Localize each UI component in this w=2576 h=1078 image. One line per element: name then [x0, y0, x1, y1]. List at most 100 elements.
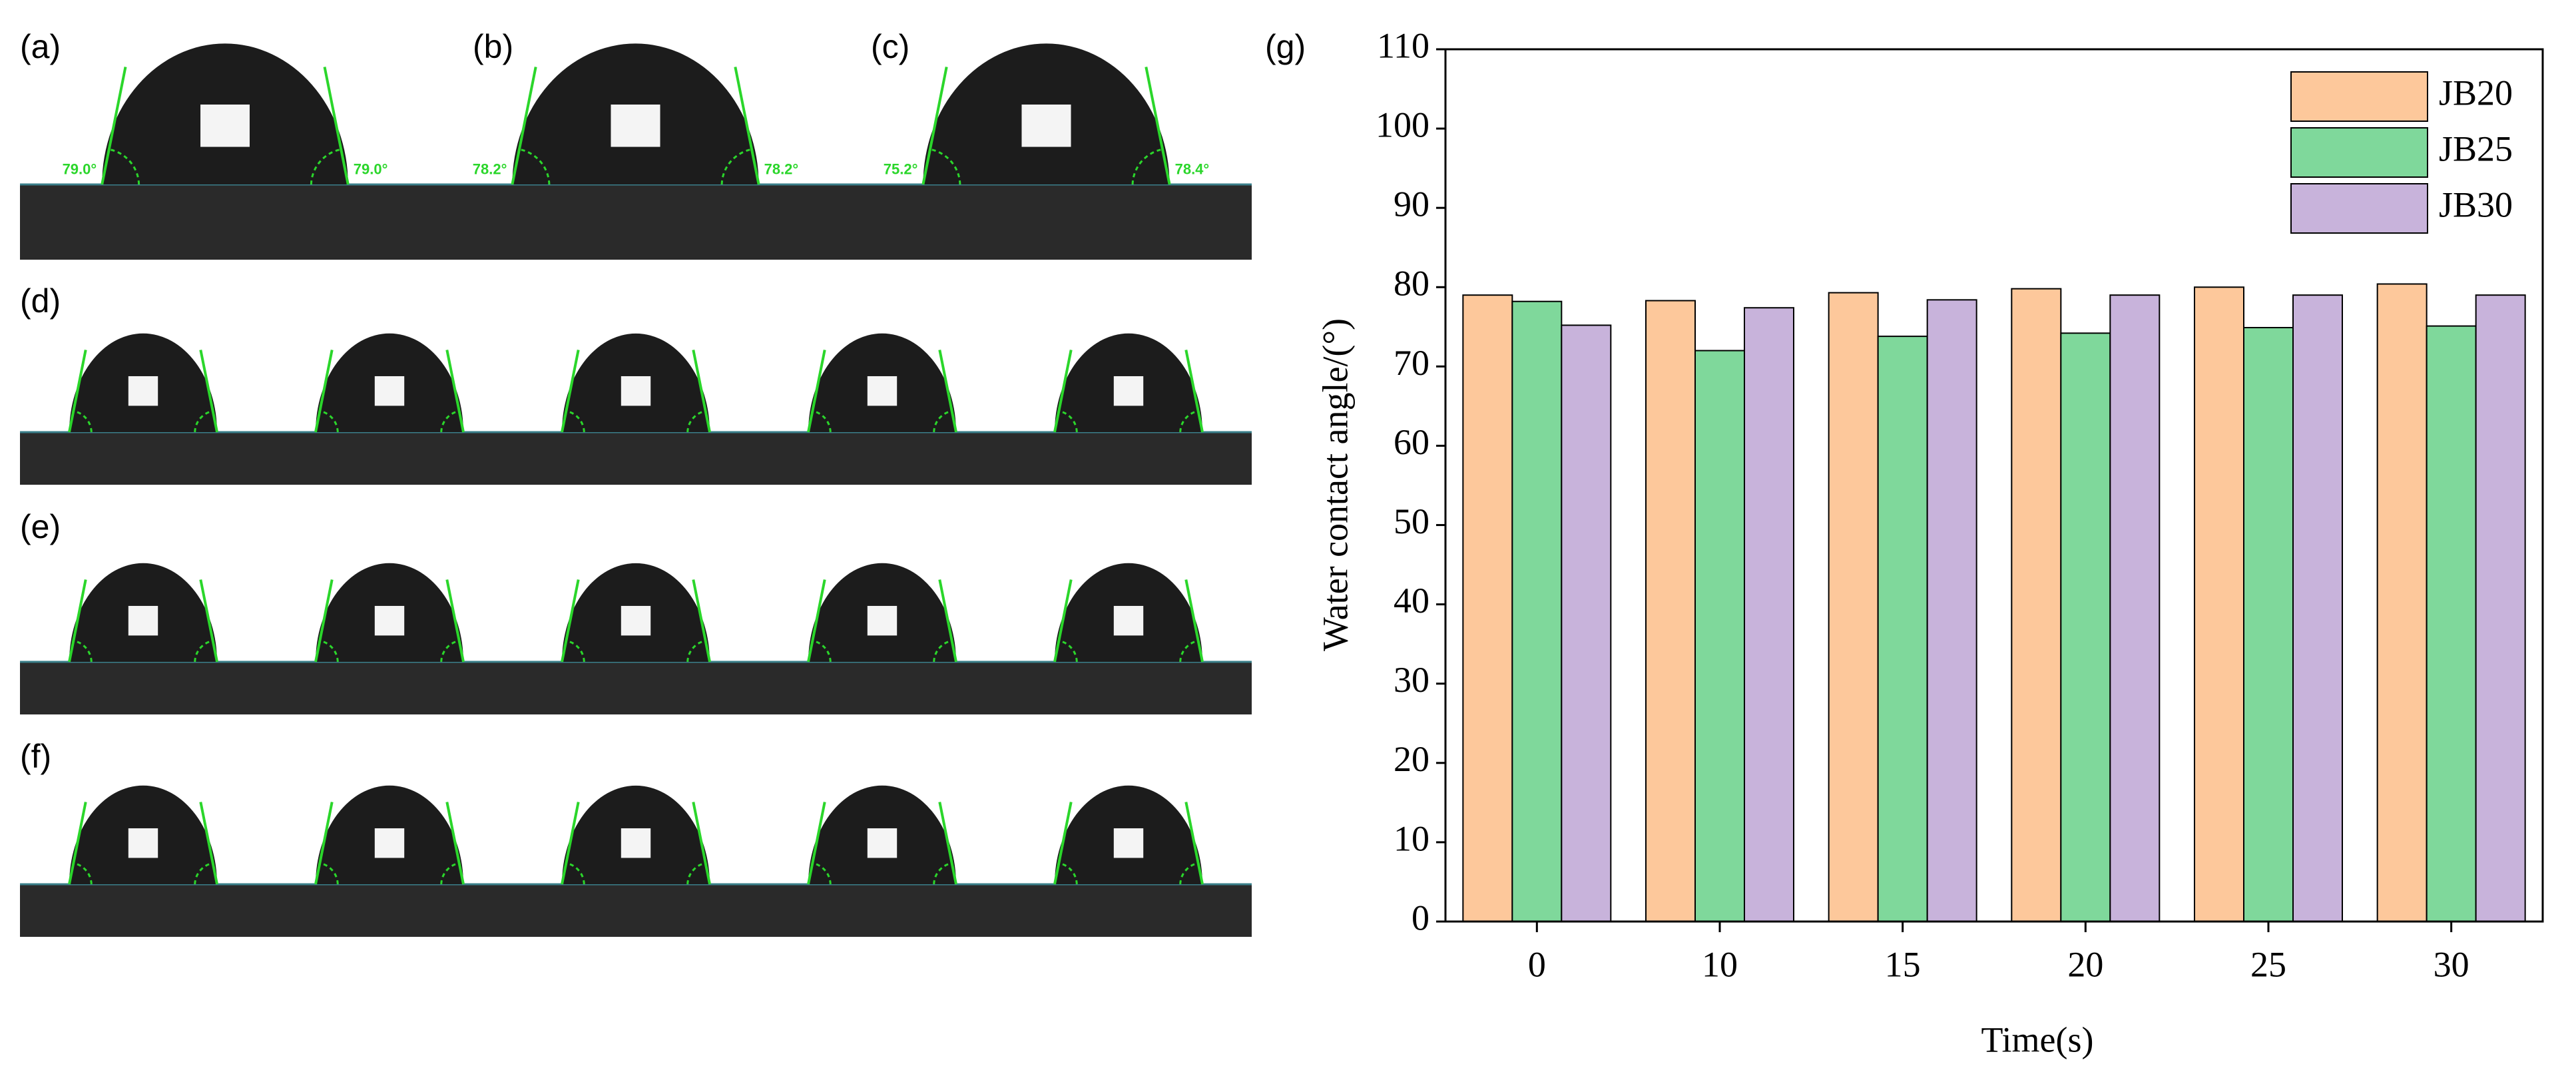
droplet-photo: [266, 320, 513, 485]
tangent-line: [445, 802, 465, 885]
angle-arc: [440, 862, 459, 885]
tangent-line: [511, 67, 537, 185]
angle-arc: [74, 640, 93, 663]
substrate: [430, 184, 841, 260]
angle-arc: [567, 410, 585, 433]
substrate: [759, 661, 1005, 714]
tangent-line: [807, 579, 826, 663]
droplet-photo: [759, 772, 1005, 937]
bar: [2011, 288, 2062, 922]
droplet-photo: [20, 320, 266, 485]
substrate: [513, 884, 759, 937]
bar: [1645, 300, 1696, 922]
legend-swatch: [2290, 183, 2428, 234]
tangent-line: [199, 579, 218, 663]
tangent-line: [807, 350, 826, 433]
droplet-photo: 79.0° 79.0°: [20, 25, 430, 260]
y-tick-label: 50: [1394, 501, 1429, 541]
tangent-line: [1145, 67, 1171, 185]
legend-label: JB25: [2439, 129, 2513, 168]
angle-arc: [110, 148, 140, 185]
angle-label: 78.2°: [473, 161, 507, 178]
angle-arc: [931, 148, 961, 185]
droplet-photo: [513, 550, 759, 714]
droplet-photo: [513, 772, 759, 937]
droplet-highlight: [200, 105, 250, 147]
tangent-line: [1184, 350, 1204, 433]
y-tick-label: 90: [1394, 184, 1429, 224]
bar: [1462, 294, 1513, 922]
x-tick-label: 20: [2067, 944, 2103, 984]
tangent-line: [561, 579, 580, 663]
tangent-line: [445, 579, 465, 663]
angle-arc: [1059, 640, 1078, 663]
legend-swatch: [2290, 127, 2428, 178]
bar: [2376, 283, 2428, 922]
angle-arc: [194, 410, 212, 433]
angle-arc: [813, 640, 832, 663]
tangent-line: [199, 802, 218, 885]
tangent-line: [692, 350, 711, 433]
droplet-highlight: [867, 605, 898, 636]
droplet-photo: [1005, 550, 1252, 714]
angle-arc: [194, 862, 212, 885]
tangent-line: [938, 579, 957, 663]
bar: [2475, 294, 2526, 922]
x-tick-label: 25: [2250, 944, 2286, 984]
tangent-line: [1053, 579, 1073, 663]
legend-swatch: [2290, 71, 2428, 122]
droplet-photo: 78.2° 78.2°: [430, 25, 841, 260]
substrate: [759, 884, 1005, 937]
panel-label: (a): [20, 28, 61, 65]
panel-label: (c): [871, 28, 909, 65]
angle-arc: [320, 640, 339, 663]
angle-arc: [813, 862, 832, 885]
substrate: [20, 431, 266, 485]
y-tick-label: 0: [1412, 898, 1429, 938]
bar: [1694, 350, 1745, 922]
panel-label: (g): [1265, 28, 1306, 65]
droplet-highlight: [867, 376, 898, 406]
substrate: [20, 884, 266, 937]
tangent-line: [323, 67, 350, 185]
y-tick-label: 10: [1394, 818, 1429, 858]
angle-arc: [320, 862, 339, 885]
tangent-line: [1184, 802, 1204, 885]
tangent-line: [561, 350, 580, 433]
substrate: [841, 184, 1252, 260]
y-tick-label: 70: [1394, 343, 1429, 383]
panel-label: (f): [20, 738, 51, 775]
substrate: [266, 884, 513, 937]
panel-label: (e): [20, 508, 61, 545]
droplet-photo: [1005, 320, 1252, 485]
tangent-line: [938, 802, 957, 885]
tangent-line: [561, 802, 580, 885]
substrate: [266, 661, 513, 714]
angle-arc: [1059, 862, 1078, 885]
angle-arc: [1131, 148, 1162, 185]
angle-arc: [933, 640, 951, 663]
bar: [2060, 332, 2111, 922]
droplet-highlight: [374, 828, 405, 858]
droplet-highlight: [1021, 105, 1071, 147]
y-tick-label: 30: [1394, 660, 1429, 700]
droplet-highlight: [621, 828, 651, 858]
droplet-highlight: [374, 376, 405, 406]
bar: [2426, 325, 2477, 922]
y-tick-label: 20: [1394, 739, 1429, 779]
tangent-line: [68, 802, 87, 885]
x-tick-label: 0: [1528, 944, 1546, 984]
angle-arc: [194, 640, 212, 663]
angle-arc: [1059, 410, 1078, 433]
tangent-line: [314, 579, 334, 663]
y-tick-label: 80: [1394, 264, 1429, 304]
y-tick-label: 110: [1377, 25, 1429, 65]
y-tick-label: 100: [1376, 105, 1429, 144]
angle-arc: [74, 410, 93, 433]
angle-arc: [440, 640, 459, 663]
x-tick-label: 15: [1885, 944, 1921, 984]
tangent-line: [734, 67, 760, 185]
x-tick-label: 10: [1702, 944, 1738, 984]
legend-label: JB30: [2439, 184, 2513, 224]
